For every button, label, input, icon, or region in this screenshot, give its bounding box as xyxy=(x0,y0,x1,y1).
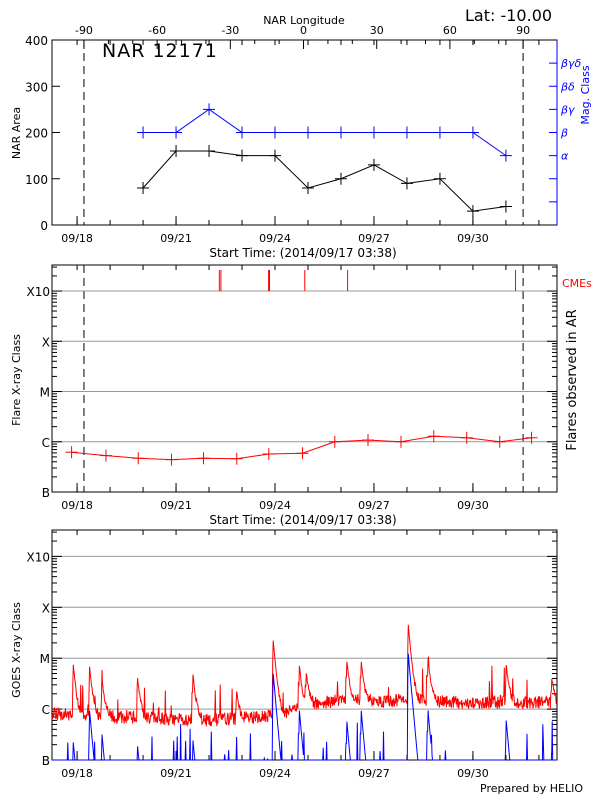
mag-class-axis-label: Mag. Class xyxy=(579,65,592,124)
longitude-tick-label: -90 xyxy=(75,24,93,37)
region-title: NAR 12171 xyxy=(102,40,218,62)
x-tick-label: 09/18 xyxy=(61,499,93,512)
longitude-axis-title: NAR Longitude xyxy=(263,14,345,27)
x-tick-label: 09/30 xyxy=(457,767,489,780)
y-tick-label: M xyxy=(40,386,50,400)
mag-class-tick-label: β xyxy=(560,127,568,140)
y-tick-label: C xyxy=(42,703,50,717)
goes-panel-frame xyxy=(51,529,558,761)
y-tick-label: 300 xyxy=(25,80,48,94)
y-tick-label: M xyxy=(40,652,50,666)
flare-class-axis-label: Flare X-ray Class xyxy=(10,334,23,426)
area-line xyxy=(142,150,506,212)
x-tick-label: 09/21 xyxy=(160,232,192,245)
middle-x-axis-label: Start Time: (2014/09/17 03:38) xyxy=(209,513,396,527)
goes-long-channel-line xyxy=(51,624,557,728)
x-tick-label: 09/24 xyxy=(259,767,291,780)
longitude-tick-label: 30 xyxy=(370,24,384,37)
top-x-axis-label: Start Time: (2014/09/17 03:38) xyxy=(209,246,396,260)
x-tick-label: 09/24 xyxy=(259,499,291,512)
y-tick-label: C xyxy=(42,436,50,450)
mag-class-tick-label: βγ xyxy=(560,103,575,116)
goes-short-channel-line xyxy=(52,653,557,761)
x-tick-label: 09/18 xyxy=(61,767,93,780)
y-tick-label: 400 xyxy=(25,34,48,48)
y-tick-label: X10 xyxy=(27,285,51,299)
x-tick-label: 09/21 xyxy=(160,499,192,512)
longitude-tick-label: -60 xyxy=(148,24,166,37)
mag-class-tick-label: βγδ xyxy=(560,57,582,70)
mag-class-line xyxy=(143,108,507,157)
y-tick-label: 200 xyxy=(25,127,48,141)
x-tick-label: 09/27 xyxy=(358,232,390,245)
x-tick-label: 09/30 xyxy=(457,232,489,245)
y-tick-label: X xyxy=(42,601,50,615)
goes-class-axis-label: GOES X-ray Class xyxy=(10,602,23,698)
flares-observed-axis-label: Flares observed in AR xyxy=(565,309,580,450)
flare-class-line xyxy=(71,435,532,461)
x-tick-label: 09/27 xyxy=(358,499,390,512)
longitude-tick-label: 0 xyxy=(300,24,307,37)
flare-panel-frame xyxy=(51,264,558,493)
mag-class-tick-label: βδ xyxy=(560,80,575,93)
x-tick-label: 09/24 xyxy=(259,232,291,245)
area-axis-label: NAR Area xyxy=(10,107,23,159)
cme-label: CMEs xyxy=(562,277,592,290)
y-tick-label: X10 xyxy=(27,550,51,564)
y-tick-label: X xyxy=(42,335,50,349)
y-tick-label: 0 xyxy=(40,219,48,233)
y-tick-label: 100 xyxy=(25,173,48,187)
x-tick-label: 09/27 xyxy=(358,767,390,780)
longitude-tick-label: 60 xyxy=(443,24,457,37)
x-tick-label: 09/21 xyxy=(160,767,192,780)
plot-layer: 0 100 200 300 400 αβ βγ βδ βγδ -90 -60 -30 0 30 60 90 09… xyxy=(25,24,581,780)
prepared-by-footer: Prepared by HELIO xyxy=(480,782,583,795)
y-tick-label: B xyxy=(42,486,50,500)
x-tick-label: 09/30 xyxy=(457,499,489,512)
x-tick-label: 09/18 xyxy=(61,232,93,245)
lat-label: Lat: -10.00 xyxy=(465,6,552,25)
mag-class-tick-label: α xyxy=(561,150,569,163)
y-tick-label: B xyxy=(42,754,50,768)
longitude-tick-label: 90 xyxy=(516,24,530,37)
longitude-tick-label: -30 xyxy=(221,24,239,37)
